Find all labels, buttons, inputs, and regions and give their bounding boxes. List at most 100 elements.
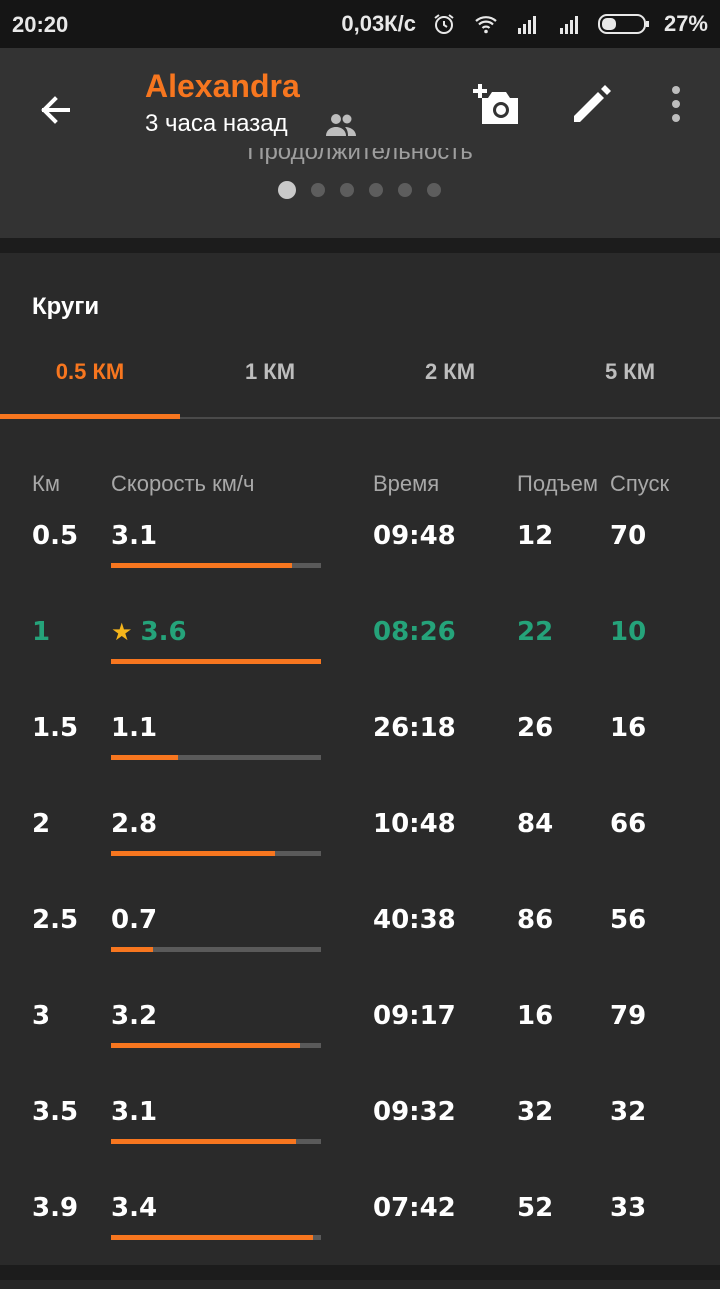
edit-pencil-icon[interactable] — [570, 82, 614, 126]
tab-1-km[interactable]: 1 КМ — [244, 359, 296, 384]
lap-speed: 3.1 — [111, 1097, 157, 1127]
lap-descent: 10 — [610, 617, 646, 647]
lap-km-text: 3.5 — [32, 1097, 79, 1127]
lap-ascent: 52 — [517, 1193, 553, 1223]
tab-0-5-km[interactable]: 0.5 КМ — [0, 343, 180, 419]
lap-descent: 33 — [610, 1193, 646, 1223]
lap-time-text: 07:42 — [373, 1193, 456, 1223]
lap-ascent: 84 — [517, 809, 553, 839]
lap-row: 0.5 3.1 09:48 12 70 — [0, 521, 720, 617]
lap-time: 40:38 — [373, 905, 456, 935]
lap-speed-text: 3.1 — [111, 1097, 158, 1127]
speed-bar-fill — [111, 851, 275, 856]
lap-km: 3.9 — [32, 1193, 78, 1223]
lap-speed-text: 3.6 — [140, 617, 187, 647]
status-bar: 20:20 0,03К/с 27% — [0, 0, 720, 48]
people-icon — [326, 114, 356, 136]
tab-5-km[interactable]: 5 КМ — [604, 359, 656, 384]
lap-speed-text: 1.1 — [111, 713, 158, 743]
lap-descent-text: 32 — [610, 1097, 647, 1127]
lap-descent-text: 33 — [610, 1193, 647, 1223]
lap-descent: 56 — [610, 905, 646, 935]
speed-bar-fill — [111, 659, 321, 664]
signal-icon — [559, 16, 578, 34]
pager-dot[interactable] — [278, 181, 296, 199]
lap-row: 3.9 3.4 07:42 52 33 — [0, 1193, 720, 1289]
lap-speed-text: 2.8 — [111, 809, 158, 839]
lap-time: 07:42 — [373, 1193, 456, 1223]
lap-descent-text: 66 — [610, 809, 647, 839]
section-divider — [0, 238, 720, 253]
speed-bar-fill — [111, 1043, 300, 1048]
lap-km-text: 1 — [32, 617, 51, 647]
lap-ascent-text: 84 — [517, 809, 554, 839]
column-header-time: Время — [373, 471, 440, 496]
lap-ascent: 12 — [517, 521, 553, 551]
pager-dot[interactable] — [340, 183, 354, 197]
status-time: 20:20 — [12, 12, 69, 37]
carousel-pager[interactable] — [278, 181, 441, 199]
lap-time-text: 09:32 — [373, 1097, 456, 1127]
activity-header: Alexandra 3 часа назад Продолжительность — [0, 48, 720, 238]
lap-km: 3 — [32, 1001, 50, 1031]
lap-descent-text: 16 — [610, 713, 647, 743]
speed-bar-track — [111, 1043, 321, 1048]
lap-row: 3 3.2 09:17 16 79 — [0, 1001, 720, 1097]
lap-descent-text: 70 — [610, 521, 647, 551]
lap-km-text: 1.5 — [32, 713, 79, 743]
user-name[interactable]: Alexandra — [145, 68, 300, 104]
pager-dot[interactable] — [398, 183, 412, 197]
lap-row: 2 2.8 10:48 84 66 — [0, 809, 720, 905]
lap-time: 26:18 — [373, 713, 456, 743]
best-star-icon: ★ — [111, 618, 133, 646]
bottom-divider — [0, 1265, 720, 1280]
speed-bar-fill — [111, 947, 153, 952]
lap-ascent-text: 52 — [517, 1193, 554, 1223]
lap-row: 1.5 1.1 26:18 26 16 — [0, 713, 720, 809]
pager-dot[interactable] — [427, 183, 441, 197]
add-photo-icon[interactable] — [470, 80, 522, 128]
alarm-icon — [434, 14, 454, 34]
lap-time-text: 08:26 — [373, 617, 456, 647]
lap-km-text: 0.5 — [32, 521, 79, 551]
lap-km-text: 2.5 — [32, 905, 79, 935]
speed-bar-fill — [111, 1139, 296, 1144]
lap-speed: 3.2 — [111, 1001, 157, 1031]
speed-bar-track — [111, 659, 321, 664]
lap-speed-text: 0.7 — [111, 905, 158, 935]
back-arrow-icon[interactable] — [30, 84, 82, 136]
lap-ascent: 16 — [517, 1001, 553, 1031]
time-ago: 3 часа назад — [145, 110, 288, 137]
status-icons: 0,03К/с 27% — [341, 11, 708, 37]
lap-km: 1.5 — [32, 713, 78, 743]
lap-descent: 66 — [610, 809, 646, 839]
lap-km-text: 3.9 — [32, 1193, 79, 1223]
lap-speed: 0.7 — [111, 905, 157, 935]
lap-speed: 1.1 — [111, 713, 157, 743]
speed-bar-track — [111, 947, 321, 952]
signal-icon — [517, 16, 536, 34]
lap-km: 1 — [32, 617, 50, 647]
tab-2-km[interactable]: 2 КМ — [424, 359, 476, 384]
lap-km: 2 — [32, 809, 50, 839]
lap-km-text: 3 — [32, 1001, 51, 1031]
speed-bar-fill — [111, 755, 179, 760]
carousel-label-text: Продолжительность — [247, 148, 473, 165]
more-vert-icon[interactable] — [665, 84, 687, 124]
lap-ascent: 86 — [517, 905, 553, 935]
lap-speed: 3.1 — [111, 521, 157, 551]
lap-speed-text: 3.4 — [111, 1193, 158, 1223]
lap-row-best: 1 ★ 3.6 08:26 22 10 — [0, 617, 720, 713]
lap-time-text: 26:18 — [373, 713, 456, 743]
lap-time: 09:17 — [373, 1001, 456, 1031]
lap-speed: 3.4 — [111, 1193, 157, 1223]
lap-descent-text: 79 — [610, 1001, 647, 1031]
lap-speed: ★ 3.6 — [111, 617, 187, 647]
pager-dot[interactable] — [369, 183, 383, 197]
pager-dot[interactable] — [311, 183, 325, 197]
lap-km: 2.5 — [32, 905, 78, 935]
lap-ascent-text: 32 — [517, 1097, 554, 1127]
column-header-speed: Скорость км/ч — [111, 471, 255, 496]
lap-time: 08:26 — [373, 617, 456, 647]
lap-time-text: 40:38 — [373, 905, 456, 935]
